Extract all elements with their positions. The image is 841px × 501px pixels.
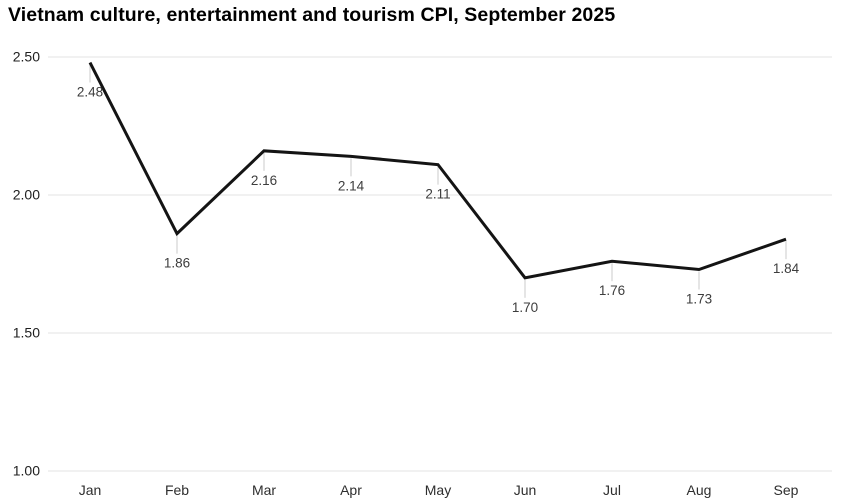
x-tick-label: Jun [514,482,537,498]
x-tick-label: Sep [774,482,799,498]
data-point-label: 1.73 [686,292,712,307]
x-tick-label: Apr [340,482,362,498]
series-line [88,61,787,280]
y-tick-label: 2.50 [13,49,40,65]
data-point-label: 2.16 [251,173,277,188]
x-tick-label: Feb [165,482,189,498]
data-point-label: 1.76 [599,283,625,298]
x-tick-label: May [425,482,451,498]
x-tick-label: Mar [252,482,276,498]
data-point-label: 1.84 [773,261,800,276]
data-point-label: 2.14 [338,178,365,193]
data-point-label: 2.48 [77,85,103,100]
y-tick-label: 2.00 [13,187,40,203]
data-point-label: 1.86 [164,256,190,271]
x-tick-label: Aug [687,482,712,498]
data-point-label: 2.11 [425,187,450,202]
data-point-label: 1.70 [512,300,538,315]
y-tick-label: 1.50 [13,325,40,341]
x-tick-label: Jan [79,482,102,498]
x-tick-label: Jul [603,482,621,498]
y-tick-label: 1.00 [13,463,40,479]
chart-title: Vietnam culture, entertainment and touri… [8,4,616,26]
